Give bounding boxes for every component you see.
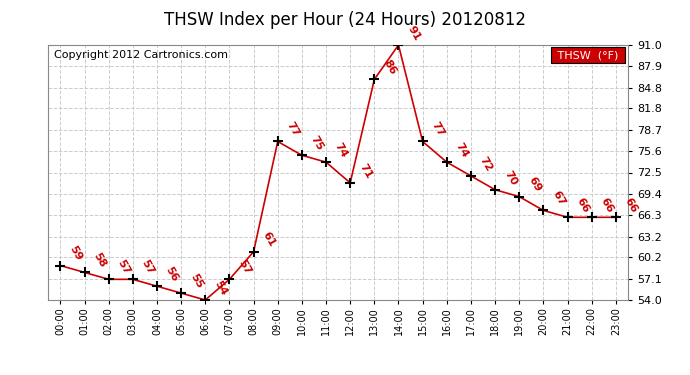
Text: Copyright 2012 Cartronics.com: Copyright 2012 Cartronics.com — [54, 50, 228, 60]
Text: 74: 74 — [333, 141, 349, 159]
Text: 71: 71 — [357, 162, 373, 180]
Text: 57: 57 — [116, 258, 132, 276]
Text: 77: 77 — [430, 120, 446, 139]
Text: 70: 70 — [502, 169, 518, 187]
Text: 58: 58 — [92, 251, 108, 270]
Text: 66: 66 — [575, 196, 591, 214]
Text: 74: 74 — [454, 141, 470, 159]
Text: 55: 55 — [188, 272, 204, 290]
Text: 57: 57 — [140, 258, 156, 276]
Text: 77: 77 — [285, 120, 301, 139]
Text: 69: 69 — [526, 175, 543, 194]
Text: 72: 72 — [478, 155, 494, 173]
Text: 86: 86 — [382, 58, 397, 76]
Text: 57: 57 — [237, 258, 253, 276]
Text: THSW Index per Hour (24 Hours) 20120812: THSW Index per Hour (24 Hours) 20120812 — [164, 11, 526, 29]
Text: THSW  (°F): THSW (°F) — [554, 50, 622, 60]
Text: 75: 75 — [309, 134, 325, 153]
Text: 56: 56 — [164, 265, 180, 284]
Text: 66: 66 — [599, 196, 615, 214]
Text: 91: 91 — [406, 24, 422, 42]
Text: 67: 67 — [551, 189, 566, 208]
Text: 61: 61 — [261, 231, 277, 249]
Text: 66: 66 — [623, 196, 640, 214]
Text: 54: 54 — [213, 279, 228, 297]
Text: 59: 59 — [68, 244, 83, 263]
